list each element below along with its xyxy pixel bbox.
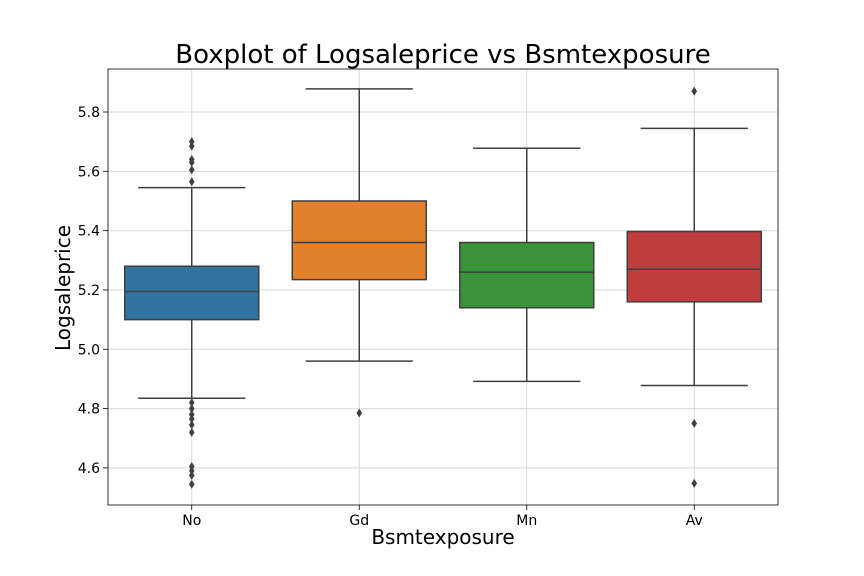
outlier-point <box>356 408 363 418</box>
boxes <box>124 86 762 489</box>
y-axis-label: Logsaleprice <box>51 225 75 351</box>
y-ticks: 4.6 4.8 5.0 5.2 5.4 5.6 5.8 <box>78 105 108 477</box>
outlier-point <box>188 165 195 175</box>
x-tick-label: Av <box>686 513 703 529</box>
x-tick-label: No <box>182 513 201 529</box>
outlier-point <box>188 157 195 167</box>
outlier-point <box>188 427 195 437</box>
chart-title: Boxplot of Logsaleprice vs Bsmtexposure <box>175 40 710 70</box>
y-tick-label: 5.4 <box>78 224 100 240</box>
outlier-point <box>188 420 195 430</box>
iqr-box <box>459 241 595 309</box>
box-mn <box>459 147 595 383</box>
x-tick-label: Mn <box>516 513 537 529</box>
outlier-point <box>188 141 195 151</box>
box-av <box>626 86 762 488</box>
y-tick-label: 5.8 <box>78 105 100 121</box>
y-tick-label: 5.0 <box>78 342 100 358</box>
y-tick-label: 4.8 <box>78 402 100 418</box>
outlier-point <box>188 398 195 408</box>
outlier-point <box>188 414 195 424</box>
outlier-point <box>691 418 698 428</box>
iqr-box <box>291 200 427 281</box>
box-gd <box>291 88 427 418</box>
iqr-box <box>124 265 260 321</box>
x-axis-label: Bsmtexposure <box>371 525 514 549</box>
y-tick-label: 5.6 <box>78 164 100 180</box>
outlier-point <box>691 86 698 96</box>
x-tick-label: Gd <box>349 513 369 529</box>
outlier-point <box>188 470 195 480</box>
x-ticks: No Gd Mn Av <box>182 505 703 529</box>
y-tick-label: 4.6 <box>78 461 100 477</box>
outlier-point <box>691 478 698 488</box>
outlier-point <box>188 177 195 187</box>
box-no <box>124 137 260 489</box>
y-tick-label: 5.2 <box>78 283 100 299</box>
plot-frame <box>107 68 779 506</box>
iqr-box <box>626 230 762 303</box>
outlier-point <box>188 479 195 489</box>
outlier-point <box>188 404 195 414</box>
